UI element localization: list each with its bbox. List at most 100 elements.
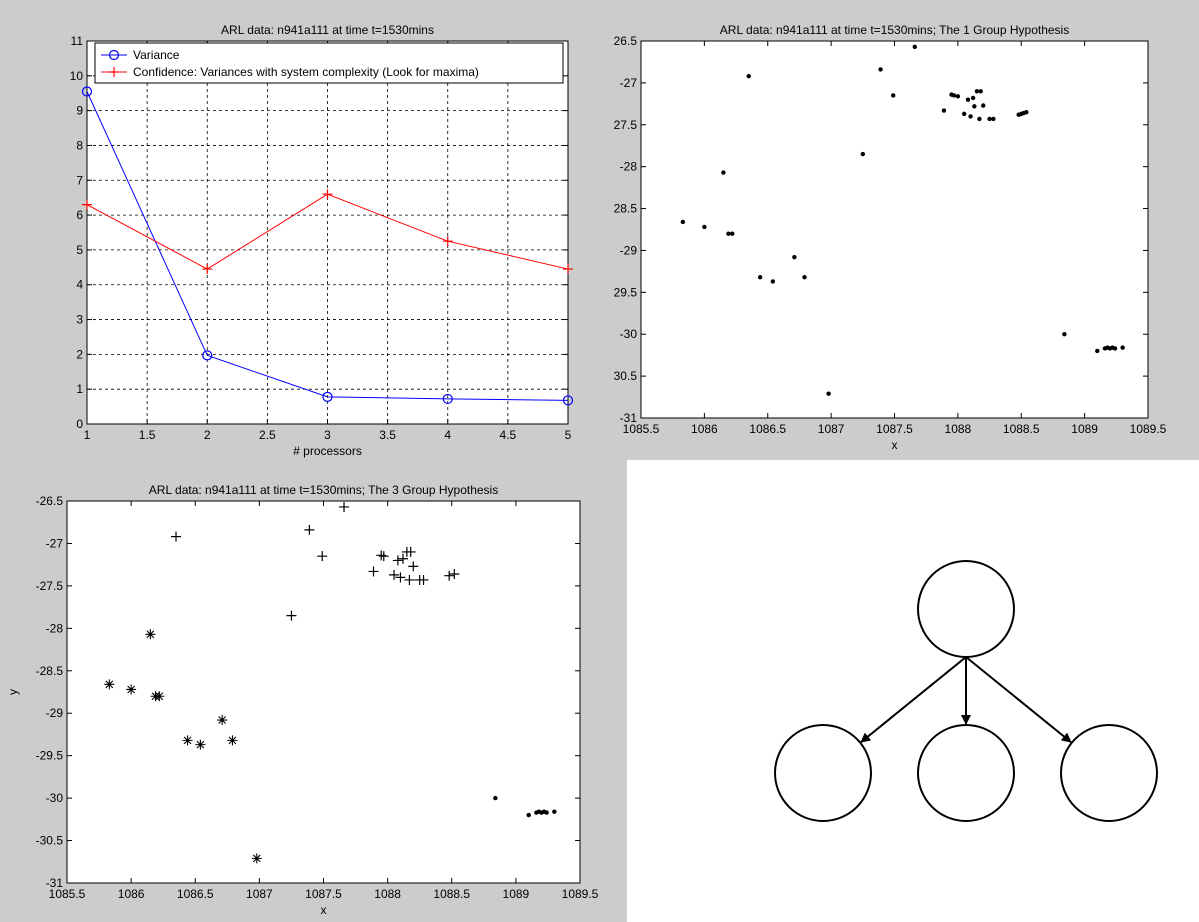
data-point	[339, 501, 350, 512]
plot-area	[641, 41, 1148, 418]
x-tick-label: 1087	[246, 887, 273, 901]
data-point	[442, 236, 453, 247]
data-point	[449, 569, 460, 580]
data-point	[965, 97, 971, 102]
data-point	[251, 853, 262, 864]
series-group	[493, 795, 557, 818]
x-tick-label: 3.5	[379, 428, 396, 442]
y-tick-label: -29.5	[36, 749, 64, 763]
data-point	[746, 73, 751, 79]
y-tick-label: -30.5	[36, 834, 64, 848]
data-point	[891, 93, 896, 98]
legend: Variance Confidence: Variances with syste…	[94, 42, 564, 84]
data-point	[304, 524, 315, 535]
data-point	[912, 44, 917, 50]
x-tick-label: 4	[444, 428, 451, 442]
data-point	[757, 275, 763, 280]
series-group	[104, 629, 262, 864]
data-point	[702, 224, 707, 230]
y-tick-label: -29	[46, 706, 64, 720]
x-tick-label: 4.5	[500, 428, 517, 442]
data-point	[878, 67, 883, 72]
data-point	[792, 254, 797, 260]
series-group	[680, 44, 1125, 396]
data-point	[1024, 110, 1029, 115]
data-point	[378, 551, 389, 562]
data-point	[721, 170, 726, 175]
chart-title: ARL data: n941a111 at time t=1530mins; T…	[720, 23, 1069, 37]
x-tick-label: 1086.5	[749, 422, 786, 436]
data-point	[81, 86, 93, 97]
y-tick-label: 10	[70, 69, 84, 83]
y-tick-label: 1	[76, 382, 83, 396]
root-node	[917, 560, 1015, 658]
data-point	[563, 264, 573, 275]
child-right-node	[1060, 724, 1158, 822]
x-tick-label: 1088	[945, 422, 972, 436]
x-tick-label: 1087.5	[876, 422, 913, 436]
y-tick-label: 6	[76, 208, 83, 222]
data-point	[726, 231, 731, 236]
data-point	[442, 393, 453, 405]
three-group-chart-panel: 1085.5 1086 1086.5 1087 1087.5 1088 1088.5 1089…	[0, 460, 627, 922]
data-point	[1120, 345, 1125, 350]
y-tick-label: -27	[620, 76, 638, 90]
x-axis-label: x	[321, 903, 327, 917]
data-point	[991, 116, 996, 122]
x-tick-label: 1086	[118, 887, 145, 901]
data-point	[389, 569, 400, 580]
legend-label: Variance	[133, 48, 180, 62]
data-point	[770, 279, 776, 284]
x-tick-label: 1086	[691, 422, 718, 436]
variance-chart-panel: 1 1.5 2 2.5 3 3.5 4 4.5 5 0 1 2 3 4 5 6 7 8 9 10 11 ARL data:…	[0, 0, 614, 460]
y-tick-label: -27.5	[36, 579, 64, 593]
data-point	[981, 103, 986, 108]
edge-arrow	[860, 656, 967, 743]
data-point	[195, 739, 206, 750]
x-tick-label: 1088	[374, 887, 401, 901]
legend-box	[94, 42, 564, 84]
data-point	[82, 199, 92, 210]
y-axis-label: y	[6, 689, 20, 695]
legend-label: Confidence: Variances with system comple…	[133, 65, 479, 79]
three-group-scatter: 1085.5 1086 1086.5 1087 1087.5 1088 1088.5 1089…	[6, 483, 599, 917]
one-group-scatter: 1085.5 1086 1086.5 1087 1087.5 1088 1088.5 1089…	[614, 23, 1167, 452]
x-tick-label: 1085.5	[49, 887, 86, 901]
y-tick-label: -27	[46, 536, 64, 550]
y-tick-label: -30	[46, 791, 64, 805]
y-tick-label: 5	[76, 243, 83, 257]
legend-marker	[109, 67, 119, 77]
data-point	[562, 395, 574, 406]
legend-marker	[108, 49, 120, 61]
y-tick-label: 9	[76, 104, 83, 118]
y-tick-label: -28.5	[36, 664, 64, 678]
x-tick-label: 1089.5	[562, 887, 599, 901]
x-tick-label: 1088.5	[1003, 422, 1040, 436]
data-point	[974, 89, 980, 94]
data-point	[955, 94, 961, 99]
x-tick-label: 1089.5	[1130, 422, 1167, 436]
data-point	[227, 735, 238, 746]
x-tick-label: 5	[565, 428, 572, 442]
data-point	[322, 189, 333, 200]
x-tick-label: 2	[204, 428, 211, 442]
data-point	[1112, 346, 1118, 351]
y-tick-label: -31	[620, 411, 638, 425]
y-tick-label: -30	[620, 327, 638, 341]
x-tick-label: 1087.5	[305, 887, 342, 901]
y-tick-label: 8	[76, 138, 83, 152]
y-tick-label: -29.5	[614, 285, 637, 299]
y-tick-label: -26.5	[614, 34, 637, 48]
x-tick-label: 1089	[1071, 422, 1098, 436]
data-point	[978, 89, 983, 94]
chart-title: ARL data: n941a111 at time t=1530mins; T…	[149, 483, 498, 497]
data-point	[987, 116, 992, 122]
data-point	[730, 231, 735, 236]
hypothesis-tree-diagram	[774, 560, 1158, 822]
y-tick-label: -28	[620, 160, 638, 174]
child-middle-node	[917, 724, 1015, 822]
data-point	[826, 391, 831, 396]
x-axis-label: x	[892, 438, 898, 452]
plot-area	[67, 501, 580, 883]
